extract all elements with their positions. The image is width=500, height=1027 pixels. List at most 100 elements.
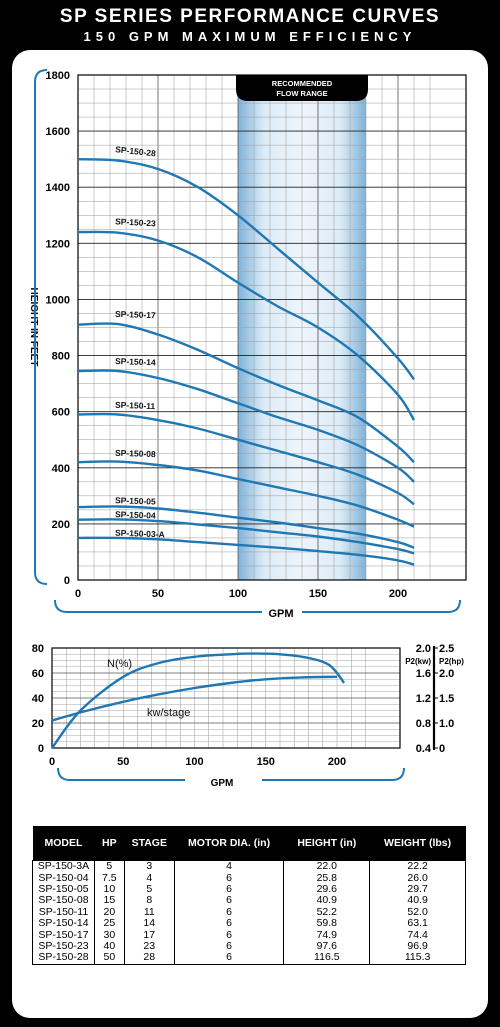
curve-label: SP-150-08 <box>115 448 156 459</box>
curve-kw-stage <box>51 675 338 722</box>
table-cell: 116.5 <box>283 952 370 965</box>
table-cell: 6 <box>173 940 284 953</box>
curve-sp-150-08 <box>77 460 415 528</box>
recommended-label-line1: RECOMMENDED <box>272 79 333 88</box>
table-cell: 40 <box>93 940 125 953</box>
table-header-cell: STAGE <box>124 826 175 861</box>
table-cell: 17 <box>123 929 175 941</box>
x-tick-label: 0 <box>49 756 55 768</box>
x-tick-label: 100 <box>185 756 203 768</box>
p2-hp-tick-label: 1.0 <box>439 718 454 730</box>
table-cell: SP-150-05 <box>38 882 89 895</box>
table-cell: 59.8 <box>283 917 370 930</box>
table-cell: 4 <box>173 860 284 873</box>
p2-hp-tick-label: 2.5 <box>439 643 454 655</box>
y-tick-label: 200 <box>52 519 70 531</box>
table-cell: 40.9 <box>369 895 466 907</box>
table-row: SP-150-28 50 28 6 116.5 115.3 <box>33 951 466 965</box>
y-tick-label: 1200 <box>46 238 70 250</box>
p2-kw-tick-label: 2.0 <box>416 643 431 655</box>
table-header-cell: MOTOR DIA. (in) <box>174 826 284 861</box>
p2-kw-tick-label: 0.8 <box>416 718 431 730</box>
table-cell: 52.2 <box>283 906 370 918</box>
table-row: SP-150-3A 5 3 4 22.0 22.2 <box>33 860 466 873</box>
table-cell: 4 <box>123 872 175 884</box>
table-cell: 6 <box>173 872 284 884</box>
table-header-cell: HP <box>94 826 125 861</box>
y-tick-label: 1600 <box>46 126 70 138</box>
y-tick-label: 0 <box>64 575 70 587</box>
table-cell: 23 <box>123 940 175 953</box>
table-cell: 7.5 <box>93 872 125 884</box>
table-cell: SP-150-08 <box>38 894 89 907</box>
table-cell: SP-150-04 <box>38 871 89 884</box>
y-tick-label: 0 <box>38 743 44 755</box>
table-header-cell: WEIGHT (lbs) <box>369 826 466 861</box>
table-cell: 6 <box>173 952 284 965</box>
table-cell: 20 <box>93 906 125 918</box>
table-cell: 29.7 <box>369 883 466 896</box>
table-cell: 74.4 <box>369 929 466 941</box>
x-tick-label: 150 <box>309 588 327 600</box>
y-tick-label: 20 <box>32 718 44 730</box>
p2-hp-tick-label: 0 <box>439 743 445 755</box>
curve-sp-150-23 <box>77 230 416 421</box>
efficiency-label: N(%) <box>107 658 132 670</box>
table-cell: 11 <box>123 906 175 918</box>
table-cell: 5 <box>93 860 125 873</box>
curve-sp-150-28 <box>77 158 415 381</box>
table-cell: 25.8 <box>283 872 370 884</box>
table-cell: SP-150-23 <box>38 939 89 952</box>
p2-hp-tick-label: 2.0 <box>439 668 454 680</box>
table-cell: 74.9 <box>283 929 370 941</box>
y-tick-label: 1000 <box>46 294 70 306</box>
curve-label: SP-150-23 <box>115 216 156 228</box>
table-header-row: MODEL HP STAGE MOTOR DIA. (in) HEIGHT (in) WE… <box>32 826 466 861</box>
table-row: SP-150-23 40 23 6 97.6 96.9 <box>33 939 466 953</box>
curve-sp-150-05 <box>77 505 415 549</box>
table-header-cell: MODEL <box>32 826 95 861</box>
table-cell: 10 <box>93 883 125 896</box>
y-axis-title: HEIGHT IN FEET <box>28 288 39 367</box>
x-axis-title: GPM <box>268 608 293 620</box>
table-header-cell: HEIGHT (in) <box>283 826 370 861</box>
curve-label: SP-150-17 <box>115 309 156 320</box>
y-tick-label: 400 <box>52 463 70 475</box>
y-tick-label: 1400 <box>46 182 70 194</box>
table-cell: 40.9 <box>283 895 370 907</box>
p2-kw-tick-label: 1.6 <box>416 668 431 680</box>
plot-frame <box>51 647 401 749</box>
p2-hp-tick-label: 1.5 <box>439 693 454 705</box>
p2-kw-tick-label: 0.4 <box>416 743 432 755</box>
table-cell: SP-150-3A <box>37 860 90 873</box>
table-cell: 5 <box>123 883 175 896</box>
y-tick-label: 600 <box>52 407 70 419</box>
table-cell: 8 <box>123 895 175 907</box>
curve-label: SP-150-04 <box>115 509 156 520</box>
table-cell: SP-150-28 <box>38 951 89 964</box>
table-cell: 28 <box>123 952 175 965</box>
x-tick-label: 100 <box>229 588 247 600</box>
table-cell: 30 <box>93 929 125 941</box>
table-row: SP-150-14 25 14 6 59.8 63.1 <box>33 917 466 930</box>
table-cell: 29.6 <box>283 883 370 896</box>
table-cell: 6 <box>173 906 284 918</box>
table-cell: SP-150-17 <box>38 928 89 941</box>
table-cell: 97.6 <box>283 940 370 953</box>
y-tick-label: 800 <box>52 351 70 363</box>
table-cell: 15 <box>93 895 125 907</box>
table-cell: 6 <box>173 895 284 907</box>
page-title: SP SERIES PERFORMANCE CURVES <box>59 6 441 27</box>
curve-label: SP-150-03-A <box>115 528 165 540</box>
table-cell: 63.1 <box>369 917 466 930</box>
x-axis-bracket <box>57 767 405 781</box>
spec-table: MODEL HP STAGE MOTOR DIA. (in) HEIGHT (in) WE… <box>32 826 466 965</box>
table-cell: 26.0 <box>369 872 466 884</box>
x-tick-label: 50 <box>152 588 164 600</box>
table-cell: 50 <box>93 952 125 965</box>
recommended-label-box <box>236 75 368 101</box>
y-tick-label: 1800 <box>46 70 70 82</box>
x-tick-label: 200 <box>389 588 407 600</box>
curve-label: SP-150-14 <box>115 356 156 367</box>
table-cell: 22.0 <box>283 860 370 873</box>
